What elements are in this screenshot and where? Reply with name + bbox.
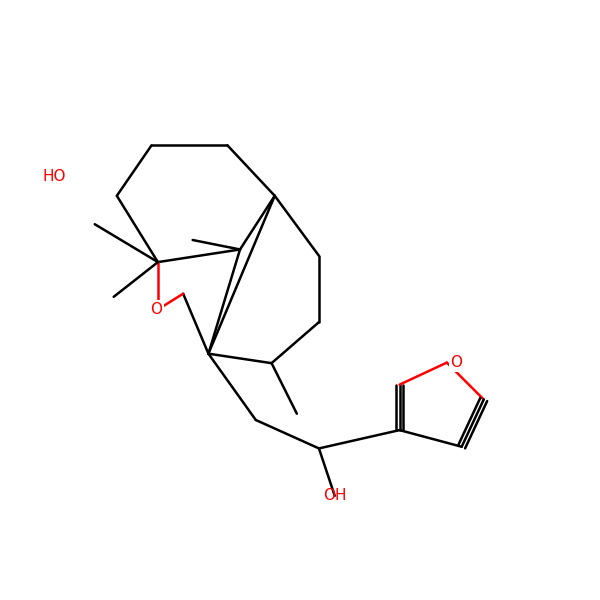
Text: O: O <box>150 302 162 317</box>
Text: O: O <box>150 302 162 317</box>
Text: O: O <box>451 355 463 370</box>
Text: HO: HO <box>43 169 67 184</box>
Text: OH: OH <box>323 488 346 503</box>
